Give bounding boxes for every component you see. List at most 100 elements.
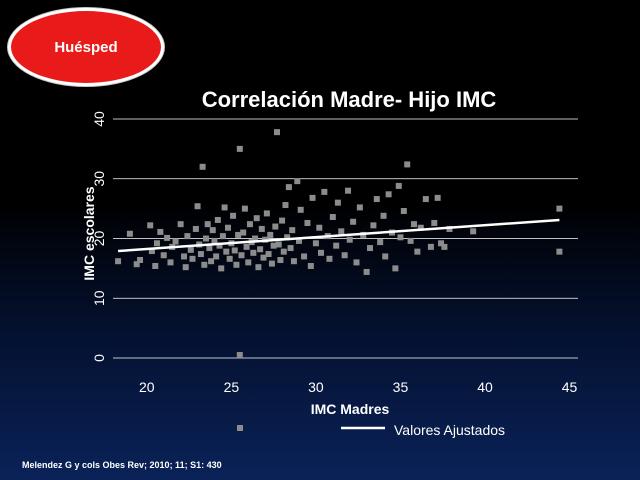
data-point xyxy=(137,257,144,264)
data-point xyxy=(238,252,245,259)
data-point xyxy=(289,227,296,234)
data-point xyxy=(309,194,316,201)
x-tick-labels: 20 25 30 35 40 45 xyxy=(139,379,578,395)
x-axis-label: IMC Madres xyxy=(311,401,390,417)
data-point xyxy=(231,247,238,254)
data-point xyxy=(224,224,231,231)
data-point xyxy=(257,246,264,253)
data-point xyxy=(277,257,284,264)
guest-badge-label: Huésped xyxy=(54,38,118,56)
data-point xyxy=(236,352,243,359)
data-point xyxy=(297,206,304,213)
fit-line xyxy=(117,218,560,253)
data-point xyxy=(164,234,171,241)
data-point xyxy=(414,248,421,255)
data-point xyxy=(187,246,194,253)
data-point xyxy=(370,222,377,229)
y-tick-labels: 0 10 20 30 40 xyxy=(91,111,107,362)
data-point xyxy=(287,245,294,252)
legend: Valores Ajustados xyxy=(237,422,505,438)
data-point xyxy=(152,262,159,269)
data-point xyxy=(321,188,328,195)
data-point xyxy=(260,254,267,261)
chart-title: Correlación Madre- Hijo IMC xyxy=(202,87,497,112)
data-point xyxy=(284,234,291,241)
data-point xyxy=(329,213,336,220)
data-point xyxy=(218,265,225,272)
data-point xyxy=(148,248,155,255)
data-point xyxy=(189,255,196,262)
data-point xyxy=(157,228,164,235)
data-point xyxy=(280,248,287,255)
y-axis-label: IMC escolares xyxy=(81,186,97,280)
data-point xyxy=(263,210,270,217)
data-point xyxy=(417,224,424,231)
data-point xyxy=(209,227,216,234)
data-point xyxy=(181,253,188,260)
data-point xyxy=(312,240,319,247)
data-point xyxy=(385,191,392,198)
data-point xyxy=(230,212,237,219)
data-point xyxy=(367,245,374,252)
data-point xyxy=(400,208,407,215)
data-point xyxy=(194,203,201,210)
data-point xyxy=(219,233,226,240)
x-tick-label: 40 xyxy=(477,379,493,395)
data-point xyxy=(213,253,220,260)
data-point xyxy=(346,236,353,243)
legend-point-marker xyxy=(237,425,243,431)
data-point xyxy=(333,242,340,249)
y-tick-label: 30 xyxy=(91,171,107,187)
data-point xyxy=(204,221,211,228)
data-point xyxy=(203,235,209,242)
data-point xyxy=(252,235,259,242)
data-point xyxy=(470,228,477,235)
data-point xyxy=(153,240,160,247)
data-point xyxy=(279,217,286,224)
x-tick-label: 45 xyxy=(562,379,578,395)
data-point xyxy=(397,234,404,241)
data-point xyxy=(133,261,140,268)
data-point xyxy=(282,202,289,209)
data-point xyxy=(126,230,133,237)
data-point xyxy=(434,194,441,201)
citation: Melendez G y cols Obes Rev; 2010; 11; S1… xyxy=(22,460,222,470)
data-point xyxy=(363,268,370,275)
data-point xyxy=(356,204,363,211)
data-point xyxy=(236,145,243,152)
data-point xyxy=(115,258,122,265)
data-point xyxy=(556,205,563,212)
data-point xyxy=(353,259,360,266)
data-point xyxy=(392,265,399,272)
data-point xyxy=(160,252,167,259)
data-point xyxy=(296,237,302,244)
data-point xyxy=(211,237,218,244)
data-point xyxy=(407,237,414,244)
data-point xyxy=(235,231,242,238)
data-point xyxy=(197,251,204,258)
data-point xyxy=(304,219,311,226)
data-point xyxy=(317,249,324,256)
data-point xyxy=(208,258,215,265)
y-tick-label: 40 xyxy=(91,111,107,127)
data-point xyxy=(192,225,199,232)
data-point xyxy=(201,261,208,268)
data-point xyxy=(422,196,429,203)
data-point xyxy=(214,216,221,223)
grid-lines xyxy=(113,118,578,359)
data-point xyxy=(270,242,277,249)
data-point xyxy=(243,243,250,250)
data-point xyxy=(373,196,380,203)
data-point xyxy=(338,228,345,235)
y-tick-label: 10 xyxy=(91,290,107,306)
data-point xyxy=(250,249,257,256)
data-point xyxy=(199,163,206,170)
data-point xyxy=(223,248,230,255)
data-point xyxy=(167,259,174,266)
guest-badge: Huésped xyxy=(8,8,164,86)
data-point xyxy=(441,243,448,250)
data-point xyxy=(272,223,279,230)
data-point xyxy=(345,187,352,194)
data-point xyxy=(255,264,262,271)
